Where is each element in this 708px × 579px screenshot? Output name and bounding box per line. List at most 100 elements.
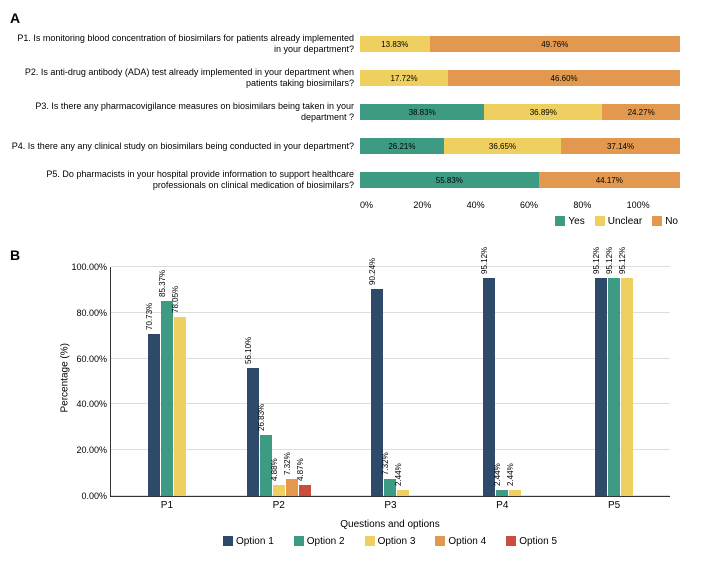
y-axis-title: Percentage (%) bbox=[60, 343, 71, 412]
chart-a-row: P2. Is anti-drug antibody (ADA) test alr… bbox=[10, 64, 698, 92]
bar: 78.05% bbox=[174, 317, 186, 496]
bar: 85.37% bbox=[161, 301, 173, 496]
bar-value-label: 26.83% bbox=[257, 403, 266, 430]
bar-segment: 38.83% bbox=[360, 104, 484, 120]
bar-groups: 70.73%85.37%78.05%P156.10%26.83%4.88%7.3… bbox=[111, 267, 670, 496]
bar-segment: 44.17% bbox=[539, 172, 680, 188]
bar-segment: 55.83% bbox=[360, 172, 539, 188]
bar-value-label: 90.24% bbox=[368, 258, 377, 285]
legend-label: Option 5 bbox=[519, 536, 557, 547]
bar-segment: 24.27% bbox=[602, 104, 680, 120]
axis-tick: 40% bbox=[467, 200, 520, 210]
bar-value-label: 4.88% bbox=[270, 458, 279, 481]
x-category-label: P4 bbox=[446, 496, 558, 511]
bar: 95.12% bbox=[608, 278, 620, 496]
bar-value-label: 85.37% bbox=[158, 269, 167, 296]
bar-group: 56.10%26.83%4.88%7.32%4.87%P2 bbox=[223, 267, 335, 496]
question-label: P5. Do pharmacists in your hospital prov… bbox=[10, 169, 360, 191]
y-tick-label: 80.00% bbox=[76, 308, 107, 318]
legend-swatch bbox=[223, 536, 233, 546]
bar-segment: 26.21% bbox=[360, 138, 444, 154]
chart-b: Percentage (%) 0.00%20.00%40.00%60.00%80… bbox=[70, 267, 670, 547]
bar-segment: 46.60% bbox=[448, 70, 680, 86]
y-tick-label: 0.00% bbox=[81, 491, 107, 501]
bar-value-label: 4.87% bbox=[296, 458, 305, 481]
bar-group: 95.12%95.12%95.12%P5 bbox=[558, 267, 670, 496]
legend-label: Yes bbox=[568, 216, 584, 227]
question-label: P3. Is there any pharmacovigilance measu… bbox=[10, 101, 360, 123]
y-tick-label: 60.00% bbox=[76, 354, 107, 364]
panel-a-label: A bbox=[10, 10, 698, 26]
bar-value-label: 78.05% bbox=[171, 286, 180, 313]
y-tick-label: 20.00% bbox=[76, 445, 107, 455]
axis-tick: 60% bbox=[520, 200, 573, 210]
x-category-label: P1 bbox=[111, 496, 223, 511]
legend-swatch bbox=[595, 216, 605, 226]
bar-segment: 37.14% bbox=[561, 138, 680, 154]
axis-tick: 80% bbox=[573, 200, 626, 210]
bar-segment: 17.72% bbox=[360, 70, 448, 86]
legend-label: Option 3 bbox=[378, 536, 416, 547]
stacked-bar: 26.21%36.65%37.14% bbox=[360, 138, 680, 154]
bar-value-label: 95.12% bbox=[480, 247, 489, 274]
bar-segment: 13.83% bbox=[360, 36, 430, 52]
bar-value-label: 95.12% bbox=[605, 247, 614, 274]
bar-value-label: 56.10% bbox=[244, 336, 253, 363]
axis-tick: 20% bbox=[413, 200, 466, 210]
bar: 56.10% bbox=[247, 368, 259, 496]
legend-label: Unclear bbox=[608, 216, 642, 227]
bar-group: 95.12%2.44%2.44%P4 bbox=[446, 267, 558, 496]
stacked-bar: 55.83%44.17% bbox=[360, 172, 680, 188]
bar-segment: 36.89% bbox=[484, 104, 602, 120]
x-category-label: P5 bbox=[558, 496, 670, 511]
question-label: P4. Is there any any clinical study on b… bbox=[10, 141, 360, 152]
bar: 4.88% bbox=[273, 485, 285, 496]
bar: 95.12% bbox=[621, 278, 633, 496]
bar-value-label: 7.32% bbox=[283, 453, 292, 476]
legend-swatch bbox=[365, 536, 375, 546]
x-axis-a: 0%20%40%60%80%100% bbox=[360, 200, 680, 210]
bar-value-label: 7.32% bbox=[381, 453, 390, 476]
chart-a: P1. Is monitoring blood concentration of… bbox=[10, 30, 698, 227]
legend-b: Option 1 Option 2 Option 3 Option 4 Option 5 bbox=[110, 536, 670, 547]
axis-tick: 100% bbox=[627, 200, 680, 210]
bar-value-label: 95.12% bbox=[618, 247, 627, 274]
axis-tick: 0% bbox=[360, 200, 413, 210]
legend-swatch bbox=[555, 216, 565, 226]
bar-value-label: 70.73% bbox=[145, 303, 154, 330]
bar-value-label: 95.12% bbox=[592, 247, 601, 274]
legend-swatch bbox=[435, 536, 445, 546]
bar-group: 70.73%85.37%78.05%P1 bbox=[111, 267, 223, 496]
bar: 70.73% bbox=[148, 334, 160, 496]
legend-label: Option 2 bbox=[307, 536, 345, 547]
chart-a-row: P3. Is there any pharmacovigilance measu… bbox=[10, 98, 698, 126]
x-category-label: P2 bbox=[223, 496, 335, 511]
legend-swatch bbox=[506, 536, 516, 546]
stacked-bar: 13.83%49.76% bbox=[360, 36, 680, 52]
legend-label: No bbox=[665, 216, 678, 227]
legend-a: Yes Unclear No bbox=[10, 216, 698, 227]
bar-segment: 49.76% bbox=[430, 36, 680, 52]
bar-value-label: 2.44% bbox=[493, 464, 502, 487]
bar-segment: 36.65% bbox=[444, 138, 561, 154]
bar: 4.87% bbox=[299, 485, 311, 496]
question-label: P2. Is anti-drug antibody (ADA) test alr… bbox=[10, 67, 360, 89]
chart-a-row: P5. Do pharmacists in your hospital prov… bbox=[10, 166, 698, 194]
chart-a-row: P1. Is monitoring blood concentration of… bbox=[10, 30, 698, 58]
plot-area-b: 0.00%20.00%40.00%60.00%80.00%100.00%70.7… bbox=[110, 267, 670, 497]
bar-value-label: 2.44% bbox=[394, 464, 403, 487]
bar: 95.12% bbox=[595, 278, 607, 496]
bar-group: 90.24%7.32%2.44%P3 bbox=[335, 267, 447, 496]
x-category-label: P3 bbox=[335, 496, 447, 511]
legend-label: Option 4 bbox=[448, 536, 486, 547]
bar-value-label: 2.44% bbox=[506, 464, 515, 487]
legend-label: Option 1 bbox=[236, 536, 274, 547]
bar: 7.32% bbox=[286, 479, 298, 496]
y-tick-label: 100.00% bbox=[71, 262, 107, 272]
chart-a-row: P4. Is there any any clinical study on b… bbox=[10, 132, 698, 160]
y-tick-label: 40.00% bbox=[76, 399, 107, 409]
question-label: P1. Is monitoring blood concentration of… bbox=[10, 33, 360, 55]
legend-swatch bbox=[652, 216, 662, 226]
stacked-bar: 38.83%36.89%24.27% bbox=[360, 104, 680, 120]
stacked-bar: 17.72%46.60% bbox=[360, 70, 680, 86]
